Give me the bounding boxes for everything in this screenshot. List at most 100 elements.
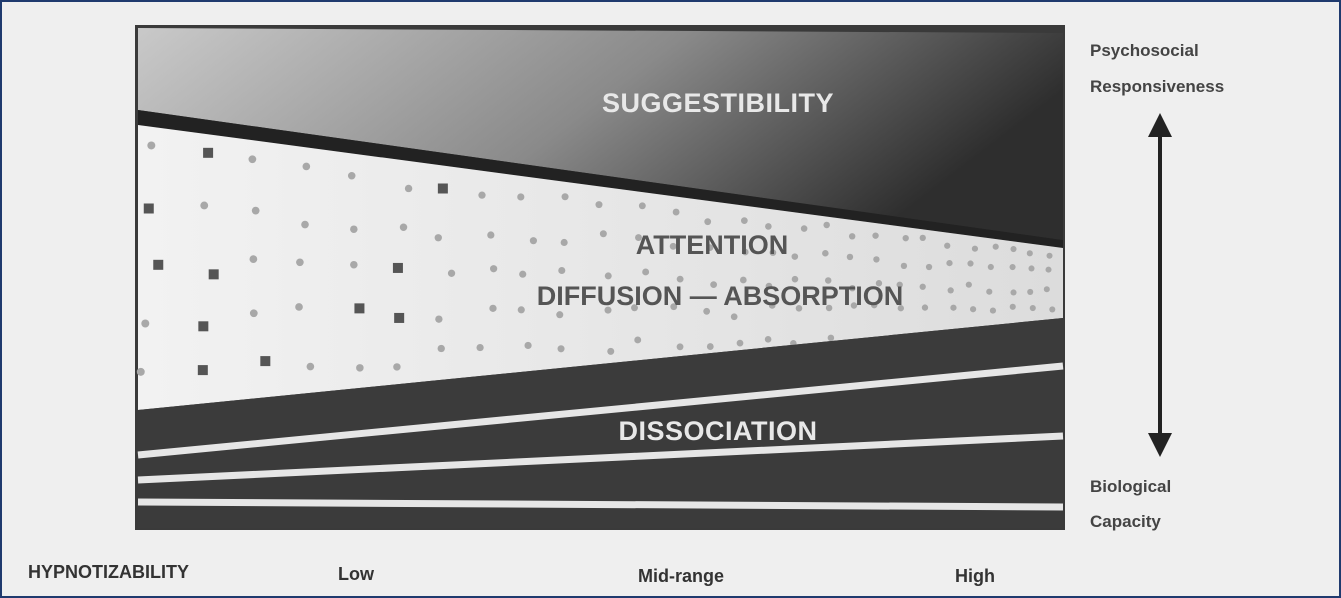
dissociation-region bbox=[138, 318, 1063, 528]
dot bbox=[1009, 263, 1016, 271]
axis-top: Responsiveness bbox=[1090, 77, 1224, 96]
dot bbox=[736, 339, 744, 347]
dot bbox=[517, 193, 525, 201]
dot bbox=[1009, 303, 1016, 310]
dot bbox=[846, 253, 854, 261]
dot bbox=[823, 221, 830, 229]
dot bbox=[989, 307, 997, 314]
dissociation-label: DISSOCIATION bbox=[618, 416, 817, 446]
dot bbox=[347, 171, 356, 180]
dot bbox=[295, 303, 303, 311]
dot bbox=[631, 304, 638, 312]
dot bbox=[768, 302, 776, 309]
dot bbox=[800, 225, 808, 232]
dot bbox=[607, 347, 615, 355]
dot bbox=[198, 321, 209, 332]
dot bbox=[434, 234, 442, 242]
dot bbox=[765, 223, 772, 230]
dot bbox=[925, 263, 933, 271]
scale-level: High bbox=[955, 566, 995, 586]
dot bbox=[476, 343, 484, 352]
dot bbox=[704, 218, 712, 226]
suggestibility-label: SUGGESTIBILITY bbox=[602, 88, 834, 118]
dot bbox=[556, 311, 564, 319]
dot bbox=[642, 268, 650, 276]
dot bbox=[672, 208, 680, 216]
dot bbox=[301, 220, 309, 229]
dot bbox=[478, 191, 486, 199]
dot bbox=[850, 302, 858, 309]
dot bbox=[517, 306, 525, 314]
dot bbox=[822, 249, 829, 257]
dot bbox=[393, 363, 401, 371]
dot bbox=[604, 306, 612, 314]
dot bbox=[529, 237, 537, 245]
dot bbox=[604, 272, 612, 280]
dot bbox=[153, 259, 164, 270]
dot bbox=[944, 242, 951, 249]
dot bbox=[669, 242, 677, 250]
dot bbox=[392, 262, 403, 273]
dot bbox=[1027, 288, 1034, 295]
dot bbox=[635, 234, 642, 241]
dot bbox=[356, 364, 364, 372]
dot bbox=[203, 147, 214, 158]
dot bbox=[1043, 286, 1050, 293]
dot bbox=[849, 284, 856, 292]
dot bbox=[730, 313, 738, 321]
dot bbox=[302, 162, 311, 171]
dot bbox=[490, 265, 498, 273]
dot bbox=[824, 277, 832, 284]
dot bbox=[197, 365, 208, 376]
dot bbox=[992, 243, 999, 250]
dot bbox=[1026, 250, 1033, 257]
attention-label: ATTENTION bbox=[636, 230, 788, 260]
dot bbox=[399, 223, 408, 231]
scale-title: HYPNOTIZABILITY bbox=[28, 562, 189, 582]
dot bbox=[251, 206, 260, 215]
dot bbox=[873, 256, 880, 263]
dot bbox=[489, 304, 497, 312]
dot bbox=[143, 203, 154, 214]
dot bbox=[1010, 289, 1017, 296]
dot bbox=[987, 263, 994, 271]
dot bbox=[437, 183, 448, 194]
axis-top: Psychosocial bbox=[1090, 41, 1199, 60]
dot bbox=[706, 244, 714, 252]
dot bbox=[638, 202, 646, 210]
dot bbox=[147, 141, 156, 150]
dot bbox=[141, 319, 150, 328]
axis-bottom: Capacity bbox=[1090, 512, 1161, 531]
dot bbox=[354, 303, 365, 314]
dot bbox=[595, 201, 603, 209]
dot bbox=[986, 288, 993, 295]
dot bbox=[921, 304, 929, 311]
dot bbox=[670, 303, 678, 311]
dot bbox=[394, 312, 405, 323]
dot bbox=[437, 344, 445, 353]
dot bbox=[950, 304, 957, 311]
dot bbox=[765, 282, 773, 290]
dot bbox=[919, 234, 926, 241]
dot bbox=[208, 269, 219, 280]
scale-level: Low bbox=[338, 564, 375, 584]
dot bbox=[1010, 245, 1017, 253]
dot bbox=[350, 260, 358, 269]
dot bbox=[404, 184, 413, 193]
dot bbox=[296, 258, 304, 267]
dot bbox=[561, 193, 569, 201]
dot bbox=[969, 306, 977, 313]
dot bbox=[791, 253, 799, 260]
dot bbox=[741, 217, 748, 225]
stripe bbox=[137, 498, 1064, 511]
stripe bbox=[137, 432, 1064, 484]
dot bbox=[900, 262, 908, 270]
dot bbox=[706, 343, 714, 350]
dot bbox=[447, 269, 456, 277]
dot bbox=[1046, 252, 1053, 259]
dot bbox=[871, 301, 878, 309]
dot bbox=[971, 245, 979, 252]
dot bbox=[827, 334, 835, 342]
dot bbox=[350, 225, 358, 233]
